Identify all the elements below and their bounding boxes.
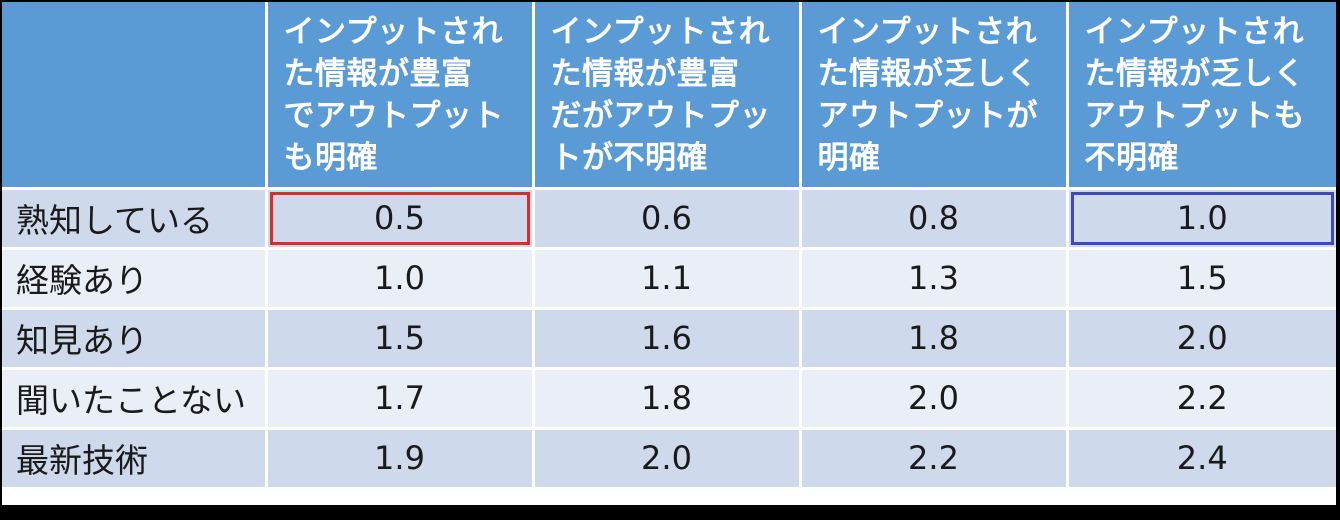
corner-header xyxy=(2,2,268,190)
table-row: 熟知している 0.5 0.6 0.8 1.0 xyxy=(2,188,1336,250)
value-cell: 1.6 xyxy=(533,308,802,370)
column-header-poor-input-clear-output: インプットされ た情報が乏しく アウトプットが 明確 xyxy=(800,2,1069,190)
cell-value: 1.0 xyxy=(1176,199,1228,237)
table-frame: インプットされ た情報が豊富 でアウトプット も明確 インプットされ た情報が豊… xyxy=(2,2,1336,505)
value-cell: 2.0 xyxy=(533,428,802,490)
value-cell: 1.3 xyxy=(800,248,1069,310)
value-cell: 1.8 xyxy=(533,368,802,430)
value-cell: 1.5 xyxy=(266,308,535,370)
value-cell: 2.0 xyxy=(800,368,1069,430)
column-header-rich-input-clear-output: インプットされ た情報が豊富 でアウトプット も明確 xyxy=(266,2,535,190)
estimate-coefficient-table: インプットされ た情報が豊富 でアウトプット も明確 インプットされ た情報が豊… xyxy=(2,2,1336,490)
value-cell: 2.4 xyxy=(1067,428,1336,490)
value-cell: 1.1 xyxy=(533,248,802,310)
column-header-rich-input-unclear-output: インプットされ た情報が豊富 だがアウトプッ トが不明確 xyxy=(533,2,802,190)
row-label: 経験あり xyxy=(2,248,268,310)
row-label: 聞いたことない xyxy=(2,368,268,430)
value-cell: 2.2 xyxy=(800,428,1069,490)
value-cell: 2.0 xyxy=(1067,308,1336,370)
table-row: 知見あり 1.5 1.6 1.8 2.0 xyxy=(2,308,1336,370)
row-label: 最新技術 xyxy=(2,428,268,490)
value-cell: 0.6 xyxy=(533,188,802,250)
value-cell: 0.8 xyxy=(800,188,1069,250)
value-cell: 2.2 xyxy=(1067,368,1336,430)
value-cell: 1.7 xyxy=(266,368,535,430)
row-label: 知見あり xyxy=(2,308,268,370)
header-row: インプットされ た情報が豊富 でアウトプット も明確 インプットされ た情報が豊… xyxy=(2,2,1336,190)
value-cell: 1.8 xyxy=(800,308,1069,370)
row-label: 熟知している xyxy=(2,188,268,250)
value-cell: 1.9 xyxy=(266,428,535,490)
value-cell: 1.0 xyxy=(266,248,535,310)
table-row: 最新技術 1.9 2.0 2.2 2.4 xyxy=(2,428,1336,490)
value-cell-highlighted-min: 0.5 xyxy=(266,188,535,250)
value-cell: 1.5 xyxy=(1067,248,1336,310)
value-cell-highlighted-baseline: 1.0 xyxy=(1067,188,1336,250)
table-row: 聞いたことない 1.7 1.8 2.0 2.2 xyxy=(2,368,1336,430)
column-header-poor-input-unclear-output: インプットされ た情報が乏しく アウトプットも 不明確 xyxy=(1067,2,1336,190)
table-row: 経験あり 1.0 1.1 1.3 1.5 xyxy=(2,248,1336,310)
cell-value: 0.5 xyxy=(374,199,425,237)
